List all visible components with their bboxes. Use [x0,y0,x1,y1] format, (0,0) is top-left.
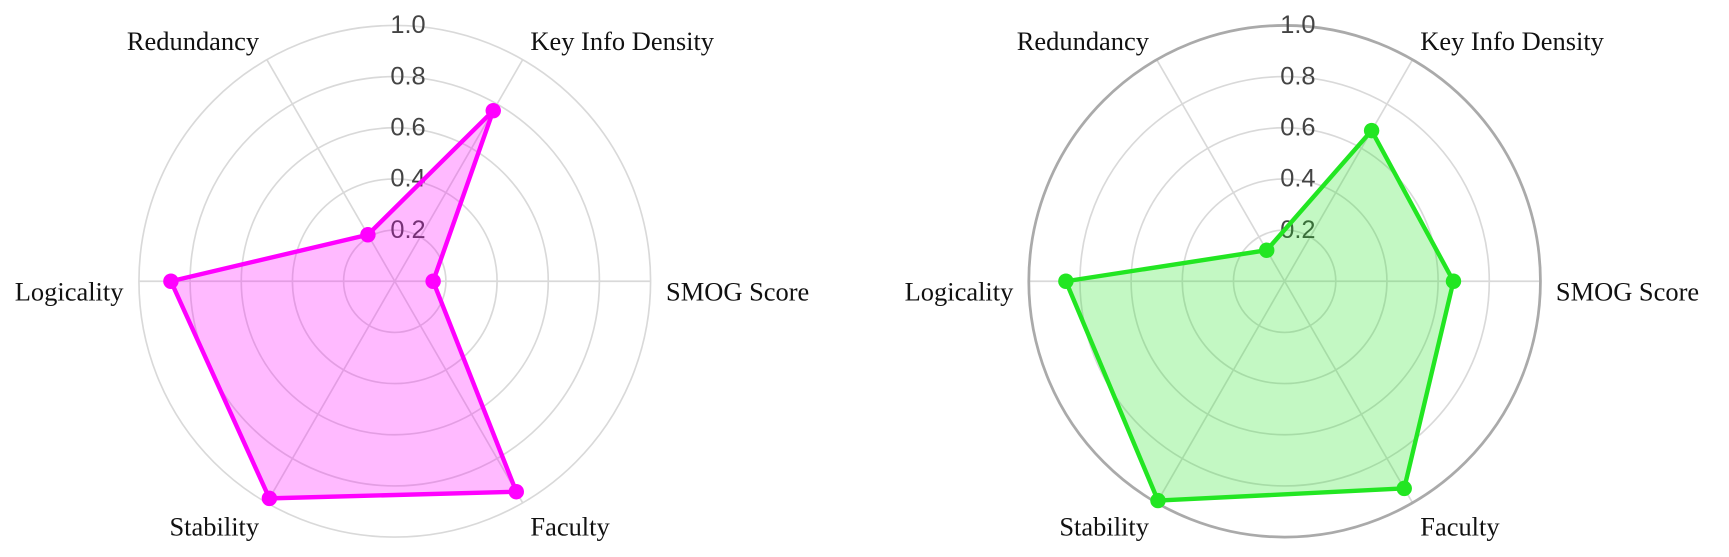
r-tick-label: 0.6 [390,114,425,142]
data-point [508,484,524,500]
spoke [394,59,524,282]
axis-label: Logicality [905,277,1014,307]
series-area [168,108,519,501]
data-point [1363,122,1380,139]
spoke [1283,280,1414,504]
r-tick-label: 0.4 [1280,165,1315,193]
r-tick-label: 1.0 [1280,11,1315,39]
axis-label: SMOG Score [1556,277,1699,307]
data-point [1445,273,1462,289]
r-tick-label: 0.2 [390,216,425,244]
data-point [485,102,501,119]
data-point [1396,480,1412,497]
data-point [261,490,278,507]
axis-label: Redundancy [127,26,260,56]
spoke [1283,59,1414,282]
axis-label: Faculty [1420,511,1500,541]
axis-label: Faculty [530,511,610,541]
r-tick-label: 0.6 [1280,114,1315,142]
series-area [1063,128,1456,503]
r-tick-label: 1.0 [390,11,425,39]
axis-label: Redundancy [1017,26,1150,56]
axis-label: Logicality [15,277,124,307]
data-point [1058,273,1074,289]
axis-label: Stability [1059,511,1149,541]
axis-label: Stability [169,511,259,541]
data-point [360,227,376,243]
spoke [1155,280,1286,504]
axis-label: Key Info Density [1420,26,1604,56]
spoke [394,280,524,504]
axis-label: SMOG Score [666,277,809,307]
spoke [266,280,396,504]
data-point [1150,492,1166,509]
spoke [266,59,396,282]
r-tick-label: 0.8 [1280,62,1315,90]
r-tick-label: 0.8 [390,62,425,90]
data-point [425,273,441,289]
frame [1027,24,1542,539]
r-tick-label: 0.4 [390,165,425,193]
axis-label: Key Info Density [530,26,714,56]
data-point [1258,242,1275,258]
data-point [163,273,179,289]
